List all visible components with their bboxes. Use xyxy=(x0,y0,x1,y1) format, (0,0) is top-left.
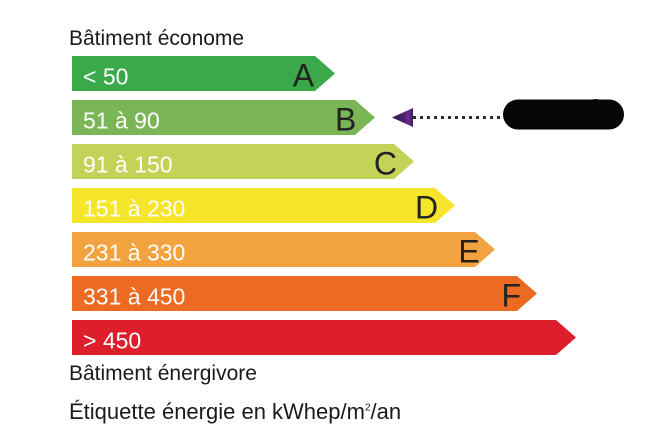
svg-text:F: F xyxy=(501,278,521,314)
svg-text:51 à 90: 51 à 90 xyxy=(83,108,160,134)
svg-text:E: E xyxy=(458,234,479,270)
svg-text:91 à 150: 91 à 150 xyxy=(83,152,173,178)
svg-text:< 50: < 50 xyxy=(83,64,128,90)
svg-text:A: A xyxy=(293,58,315,94)
svg-text:331 à 450: 331 à 450 xyxy=(83,284,185,310)
svg-text:B: B xyxy=(335,102,356,138)
svg-text:D: D xyxy=(415,190,438,226)
svg-text:231 à 330: 231 à 330 xyxy=(83,240,185,266)
svg-text:C: C xyxy=(374,146,397,182)
svg-text:> 450: > 450 xyxy=(83,328,141,354)
svg-text:151 à 230: 151 à 230 xyxy=(83,196,185,222)
